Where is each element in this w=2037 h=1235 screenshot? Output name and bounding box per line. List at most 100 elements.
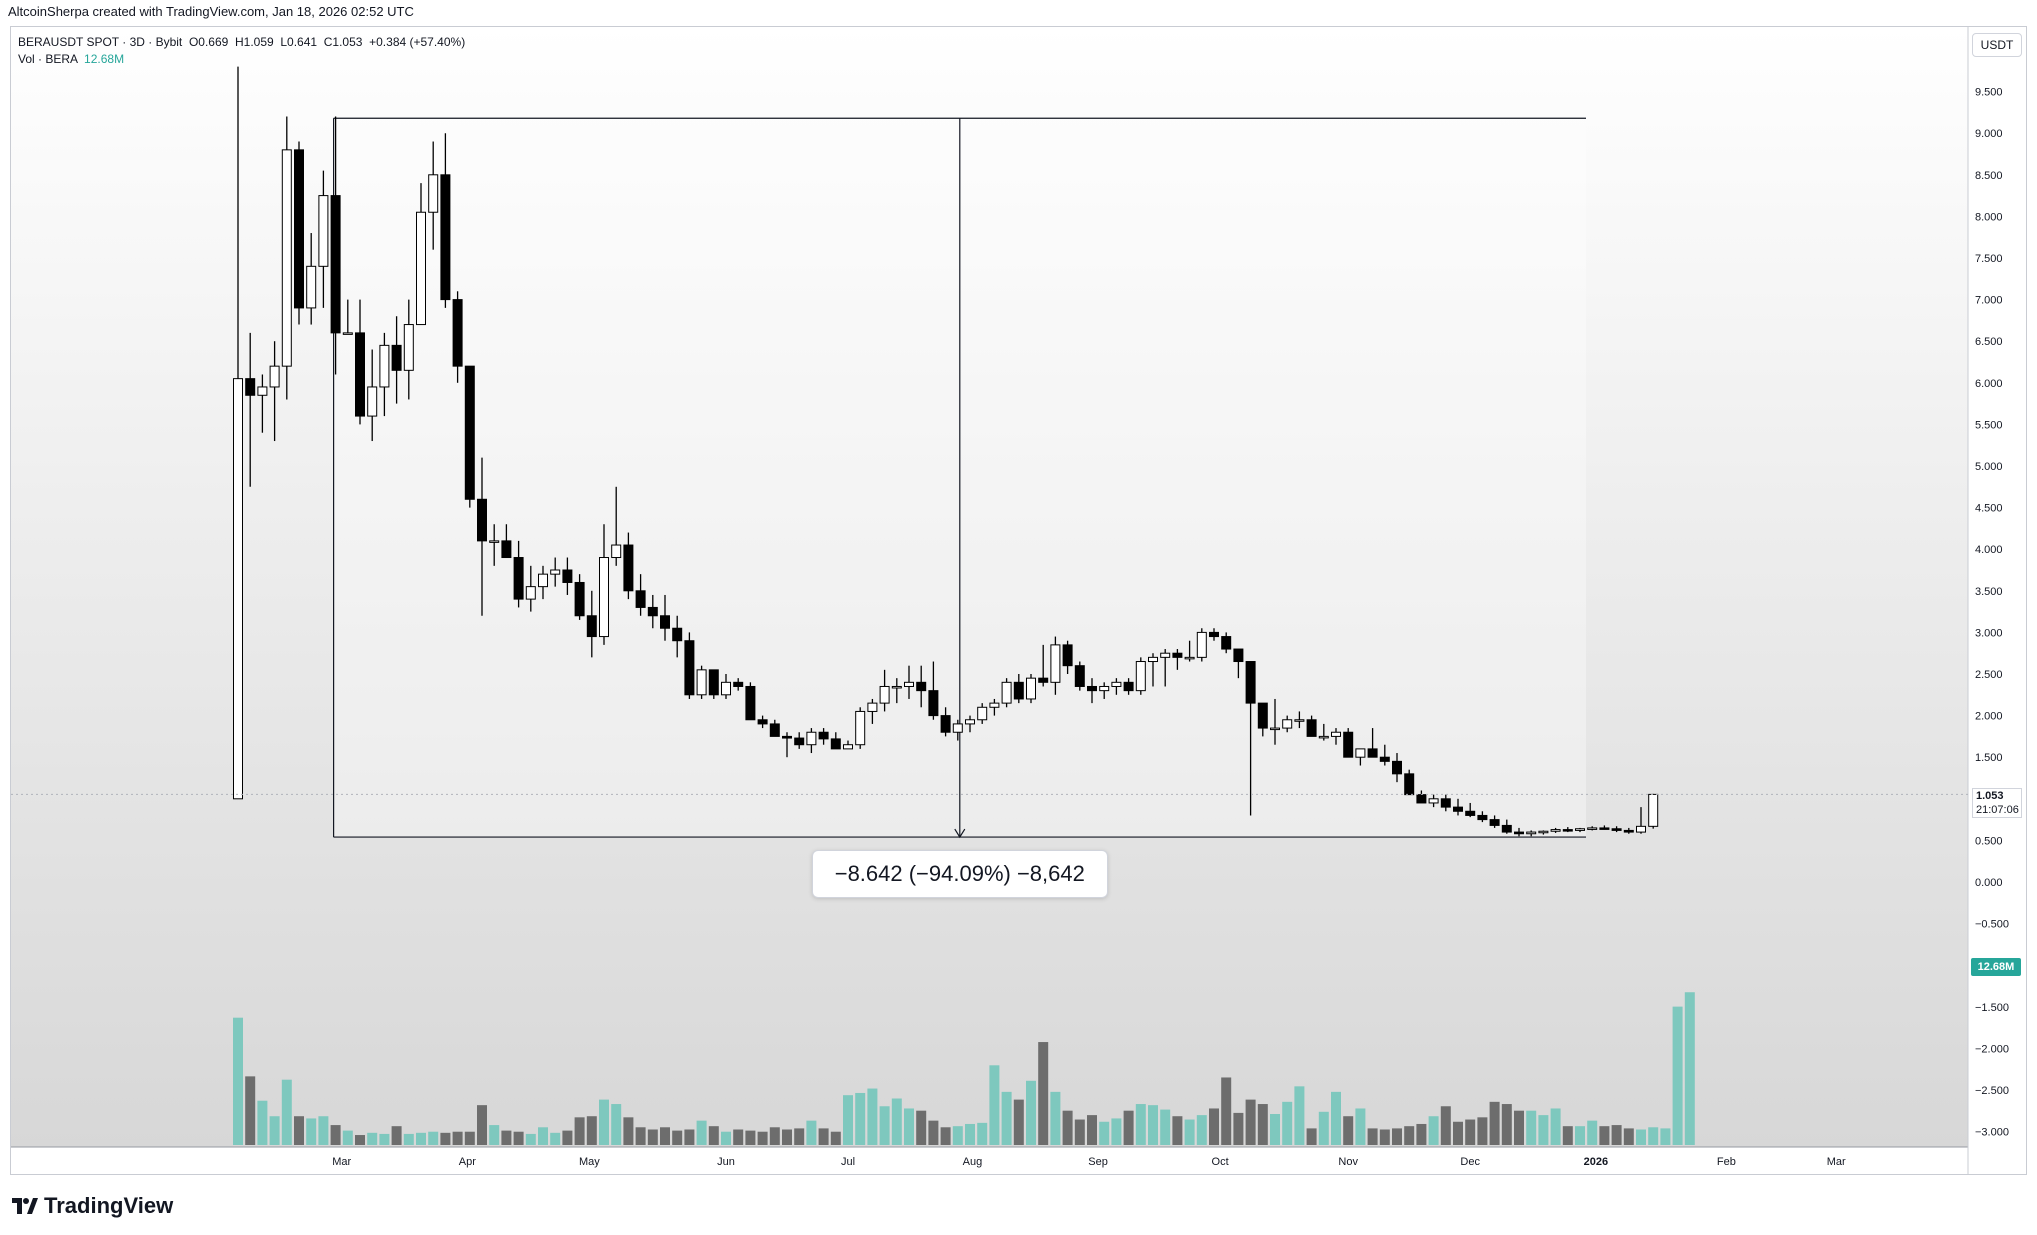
- candle-body: [1160, 652, 1171, 658]
- y-tick-label: 0.000: [1975, 877, 2003, 889]
- candle: [1270, 698, 1280, 745]
- y-tick-label: 5.000: [1975, 461, 2003, 473]
- candle-body: [855, 710, 866, 746]
- candle: [879, 669, 890, 712]
- candle: [928, 661, 939, 720]
- volume-bar: [1196, 1115, 1207, 1145]
- y-tick-label: 5.500: [1975, 419, 2003, 431]
- candle: [489, 524, 500, 566]
- candle: [745, 682, 756, 721]
- volume-bar: [721, 1131, 731, 1145]
- volume-bar: [257, 1100, 268, 1145]
- volume-bar: [1489, 1101, 1500, 1145]
- volume-bar: [1477, 1117, 1488, 1145]
- volume-bar: [1611, 1125, 1622, 1145]
- candle-body: [574, 581, 585, 617]
- tradingview-logo[interactable]: TradingView: [12, 1193, 173, 1219]
- volume-bar: [1026, 1080, 1036, 1145]
- y-tick-label: −3.000: [1975, 1127, 2009, 1139]
- volume-bar: [989, 1065, 1000, 1145]
- candle: [708, 669, 719, 699]
- candle: [330, 116, 341, 375]
- volume-bar: [1209, 1108, 1219, 1145]
- candle-body: [391, 344, 402, 371]
- volume-bar: [733, 1129, 744, 1145]
- candle-body: [525, 586, 536, 600]
- volume-bar: [489, 1125, 500, 1145]
- candle-body: [1087, 685, 1097, 692]
- candle-body: [1270, 727, 1280, 731]
- volume-bar: [1074, 1119, 1085, 1145]
- candle: [672, 615, 683, 658]
- tradingview-logo-icon: [12, 1198, 38, 1214]
- volume-bar: [281, 1079, 292, 1145]
- y-tick-label: 3.000: [1975, 627, 2003, 639]
- candle: [1282, 715, 1293, 733]
- volume-bar: [1587, 1120, 1598, 1145]
- candle-body: [1318, 735, 1329, 739]
- candle: [233, 66, 243, 800]
- volume-bar: [452, 1131, 463, 1145]
- x-tick-label: Oct: [1212, 1156, 1229, 1168]
- candle-body: [464, 365, 475, 500]
- x-tick-label: Jul: [841, 1156, 855, 1168]
- candle-body: [684, 640, 695, 696]
- volume-bar: [1379, 1129, 1390, 1145]
- candle-body: [1026, 677, 1036, 700]
- volume-bar: [391, 1126, 402, 1145]
- candle: [1196, 628, 1207, 662]
- volume-bar: [1233, 1112, 1244, 1145]
- candle-body: [696, 669, 707, 696]
- candle-body: [1575, 828, 1585, 831]
- candle: [855, 707, 866, 749]
- currency-button[interactable]: USDT: [1972, 33, 2022, 57]
- volume-bar: [611, 1104, 622, 1145]
- candle-body: [660, 615, 670, 629]
- candle: [1392, 753, 1402, 783]
- y-tick-label: 8.000: [1975, 211, 2003, 223]
- open-value: 0.669: [198, 35, 229, 49]
- candle-body: [269, 365, 280, 388]
- volume-bar: [879, 1106, 890, 1145]
- volume-bar: [660, 1127, 670, 1145]
- volume-bar: [782, 1129, 792, 1145]
- candle-body: [1648, 793, 1659, 827]
- candle: [1148, 653, 1158, 687]
- volume-bar: [647, 1129, 658, 1145]
- candle: [977, 703, 988, 724]
- candle: [403, 299, 414, 400]
- y-tick-label: −0.500: [1975, 919, 2009, 931]
- candle: [611, 486, 622, 566]
- candle: [1575, 827, 1585, 833]
- candle: [1306, 715, 1317, 737]
- candle: [452, 291, 463, 383]
- volume-bar: [1318, 1111, 1329, 1145]
- y-tick-label: 1.500: [1975, 752, 2003, 764]
- volume-bar: [1428, 1116, 1439, 1145]
- candle-body: [1135, 661, 1146, 692]
- volume-bar: [794, 1128, 805, 1145]
- candle: [1648, 793, 1659, 829]
- candle: [1501, 819, 1512, 834]
- candle: [416, 183, 426, 326]
- volume-bar: [635, 1127, 646, 1145]
- candle-body: [440, 174, 451, 301]
- candle-body: [562, 569, 573, 583]
- candle-body: [1245, 661, 1256, 704]
- candle: [818, 728, 829, 745]
- candle-body: [330, 195, 341, 334]
- x-tick-label: Mar: [1827, 1156, 1846, 1168]
- volume-bar: [1355, 1108, 1366, 1145]
- candle: [562, 557, 573, 595]
- volume-bar: [1562, 1126, 1573, 1145]
- candle: [1026, 674, 1036, 704]
- volume-bar: [965, 1123, 975, 1145]
- candle-body: [1331, 731, 1341, 737]
- volume-bar: [1001, 1091, 1012, 1145]
- candle-body: [965, 719, 975, 725]
- candle-body: [623, 544, 634, 592]
- volume-bar: [1440, 1106, 1451, 1145]
- candle-body: [1013, 681, 1024, 700]
- candle: [477, 457, 487, 616]
